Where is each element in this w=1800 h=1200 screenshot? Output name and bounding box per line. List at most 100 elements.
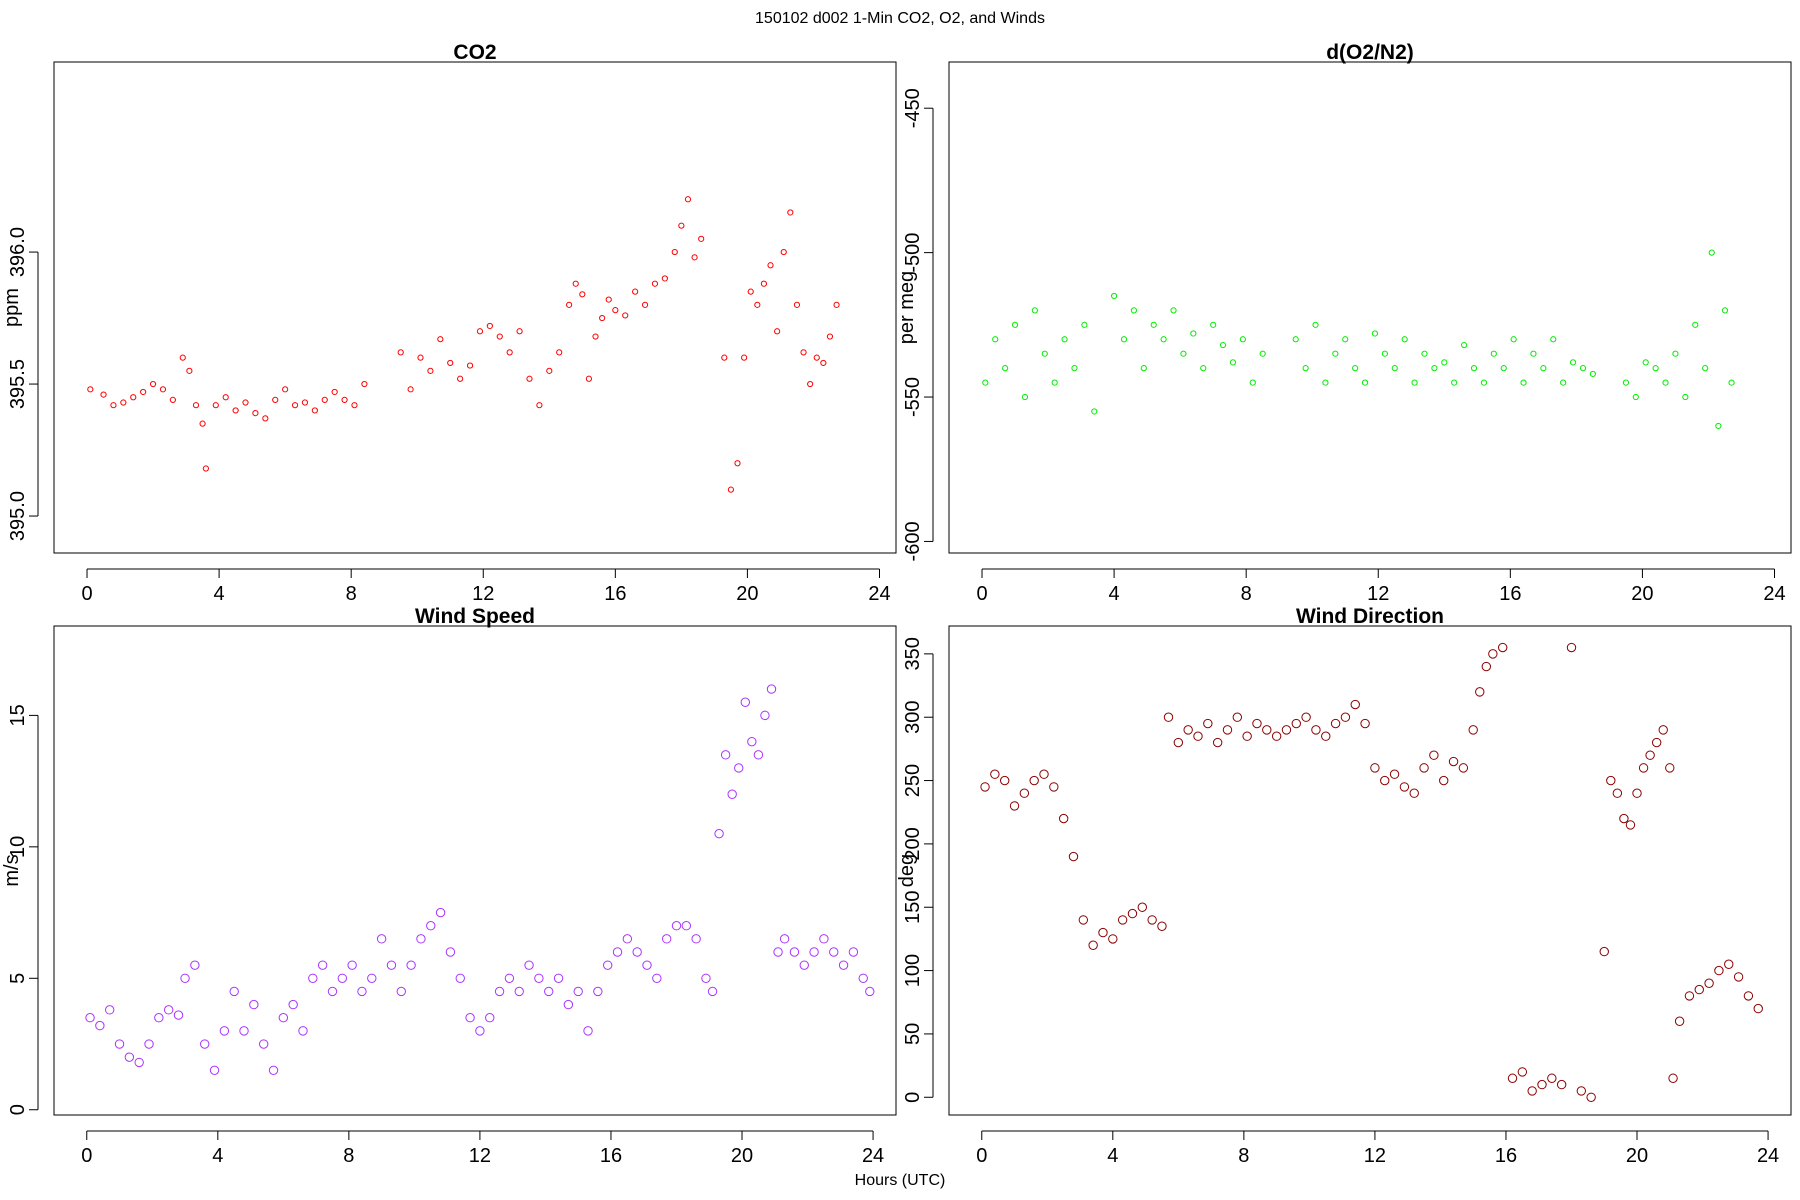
- data-point: [1203, 718, 1213, 729]
- y-tick-label: -600: [902, 521, 924, 561]
- x-tick-label: 8: [346, 583, 357, 605]
- data-point: [406, 960, 416, 970]
- chart-title: Wind Speed: [415, 605, 535, 628]
- data-point: [202, 465, 209, 472]
- data-point: [651, 280, 659, 287]
- data-point: [1291, 718, 1301, 729]
- data-point: [427, 367, 434, 374]
- data-point: [661, 275, 668, 282]
- data-point: [524, 960, 534, 970]
- data-point: [671, 248, 678, 256]
- data-point: [1160, 336, 1167, 343]
- data-point: [1672, 350, 1679, 357]
- chart-title: d(O2/N2): [1326, 41, 1414, 64]
- data-point: [1540, 365, 1547, 372]
- y-tick-label: 250: [902, 764, 924, 797]
- data-point: [1311, 725, 1321, 735]
- data-point: [1645, 750, 1655, 760]
- data-point: [1157, 921, 1167, 931]
- data-point: [514, 986, 524, 997]
- data-point: [1371, 330, 1379, 337]
- data-point: [1252, 718, 1262, 729]
- data-point: [681, 921, 692, 931]
- data-point: [1488, 649, 1498, 659]
- data-point: [124, 1052, 135, 1062]
- plot-frame: [948, 61, 1792, 554]
- data-point: [714, 828, 724, 839]
- data-point: [288, 999, 298, 1010]
- data-point: [1547, 1073, 1557, 1083]
- data-point: [1470, 365, 1478, 372]
- data-point: [192, 402, 200, 409]
- x-tick-label: 12: [1364, 1145, 1386, 1167]
- x-tick-label: 0: [976, 583, 987, 605]
- y-tick-label: 300: [902, 701, 924, 734]
- data-point: [1642, 359, 1649, 366]
- chart-co2: CO2 0 4 8 12 16 20 24 395.0 395.5 396.0 ppm: [1, 41, 897, 605]
- data-point: [602, 960, 613, 970]
- data-point: [1632, 788, 1642, 798]
- data-point: [1569, 359, 1577, 366]
- data-point: [727, 486, 735, 493]
- y-tick-label: 395.5: [7, 359, 29, 409]
- data-point: [239, 1026, 249, 1036]
- data-point: [734, 460, 741, 467]
- x-tick-label: 24: [862, 1145, 884, 1167]
- x-tick-label: 16: [604, 583, 626, 605]
- data-point: [1694, 984, 1704, 995]
- data-point: [779, 934, 790, 944]
- data-point: [1068, 851, 1079, 862]
- data-point: [1753, 1003, 1763, 1014]
- data-point: [701, 973, 711, 983]
- data-point: [652, 973, 662, 983]
- data-point: [684, 196, 692, 203]
- data-point: [813, 354, 820, 361]
- data-point: [1332, 350, 1339, 357]
- y-tick-label: 0: [902, 1092, 924, 1103]
- data-point: [1579, 365, 1587, 372]
- data-point: [1665, 763, 1675, 773]
- data-point: [186, 367, 193, 374]
- data-point: [1638, 763, 1649, 773]
- data-point: [1589, 370, 1596, 378]
- data-point: [1606, 775, 1616, 786]
- data-point: [173, 1010, 184, 1020]
- data-point: [1281, 725, 1292, 735]
- data-point: [258, 1039, 269, 1049]
- data-point: [546, 367, 553, 374]
- data-point: [1714, 965, 1724, 976]
- data-point: [1361, 379, 1369, 386]
- data-point: [1098, 927, 1108, 938]
- data-point: [516, 328, 523, 335]
- data-point: [1520, 379, 1527, 386]
- data-point: [1622, 379, 1630, 386]
- plot-frame: [53, 61, 897, 554]
- data-point: [1461, 341, 1468, 349]
- data-point: [1350, 699, 1360, 710]
- data-point: [741, 354, 748, 361]
- chart-title: CO2: [453, 41, 496, 64]
- data-point: [1419, 763, 1429, 773]
- data-point: [1210, 321, 1217, 328]
- data-point: [1259, 350, 1266, 357]
- data-point: [990, 769, 1000, 779]
- data-point: [1517, 1067, 1528, 1077]
- data-point: [1652, 365, 1659, 372]
- data-point: [1530, 350, 1537, 357]
- data-point: [573, 986, 583, 997]
- data-point: [753, 750, 764, 760]
- data-point: [992, 336, 999, 343]
- x-tick-label: 20: [1626, 1145, 1648, 1167]
- data-point: [1497, 642, 1508, 653]
- y-tick-label: 350: [902, 637, 924, 670]
- data-point: [1510, 336, 1517, 343]
- data-point: [110, 402, 117, 409]
- data-point: [1651, 737, 1662, 748]
- data-point: [1401, 336, 1408, 343]
- data-point: [1389, 769, 1400, 779]
- data-point: [144, 1039, 154, 1049]
- data-point: [1352, 365, 1359, 372]
- data-point: [1743, 991, 1754, 1001]
- data-point: [747, 288, 754, 295]
- data-point: [486, 322, 493, 330]
